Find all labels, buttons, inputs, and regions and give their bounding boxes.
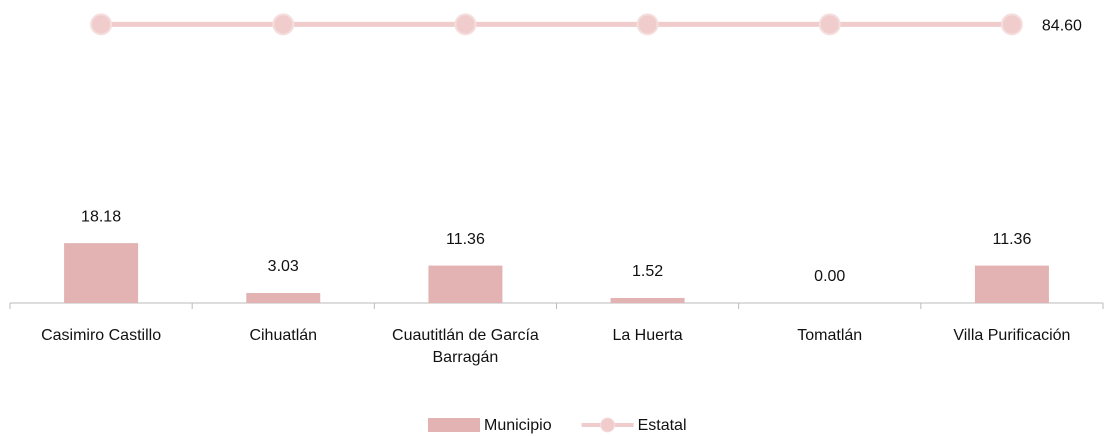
data-label: 84.60: [1042, 18, 1082, 35]
x-tick-label: Tomatlán: [797, 327, 862, 344]
data-label: 3.03: [268, 258, 299, 275]
bar: [64, 243, 139, 303]
x-tick-label: La Huerta: [612, 327, 682, 344]
data-label: 11.36: [992, 231, 1031, 248]
legend-swatch: [428, 418, 480, 432]
legend-label: Municipio: [484, 417, 552, 434]
line-marker: [636, 13, 659, 36]
line-marker: [90, 13, 113, 36]
data-label: 1.52: [632, 263, 663, 280]
line-marker: [454, 13, 477, 36]
line-marker: [818, 13, 841, 36]
line-marker: [1000, 13, 1023, 36]
bar: [246, 293, 321, 303]
legend-marker: [600, 417, 616, 433]
bar: [974, 265, 1049, 303]
bar: [610, 297, 685, 303]
x-tick-label: Cuautitlán de García Barragán: [392, 327, 539, 366]
x-tick-label: Villa Purificación: [953, 327, 1070, 344]
data-label: 0.00: [814, 268, 845, 285]
x-tick-label: Cihuatlán: [249, 327, 317, 344]
line-marker: [272, 13, 295, 36]
data-label: 11.36: [446, 231, 485, 248]
legend-label: Estatal: [638, 417, 687, 434]
bar: [428, 265, 503, 303]
data-label: 18.18: [81, 208, 121, 225]
x-tick-label: Casimiro Castillo: [41, 327, 161, 344]
